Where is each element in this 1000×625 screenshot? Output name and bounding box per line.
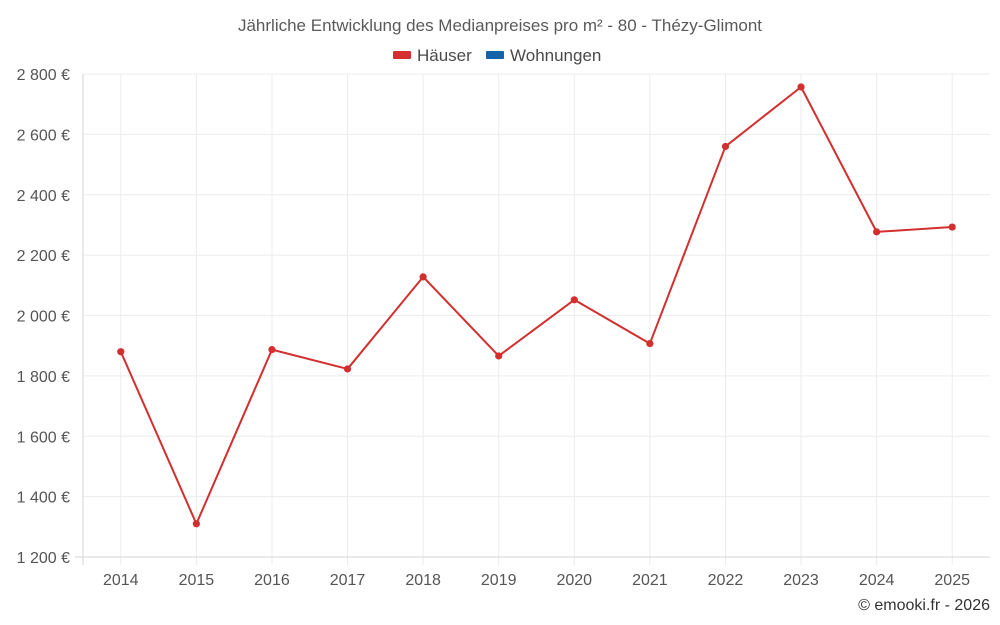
x-tick-label: 2022 — [708, 572, 744, 589]
data-point-haeuser-2020[interactable] — [570, 296, 578, 304]
y-tick-label: 1 200 € — [17, 550, 70, 567]
data-point-haeuser-2019[interactable] — [495, 352, 503, 360]
series-line-haeuser — [119, 85, 954, 525]
y-tick-label: 2 600 € — [17, 127, 70, 144]
x-tick-label: 2014 — [103, 572, 139, 589]
y-tick-label: 1 400 € — [17, 490, 70, 507]
x-tick-label: 2023 — [783, 572, 819, 589]
data-point-haeuser-2023[interactable] — [797, 83, 805, 91]
legend-label-wohnungen: Wohnungen — [510, 46, 601, 65]
x-tick-label: 2015 — [179, 572, 215, 589]
x-tick-label: 2017 — [330, 572, 366, 589]
data-point-haeuser-2018[interactable] — [419, 273, 427, 281]
y-tick-label: 1 600 € — [17, 429, 70, 446]
x-tick-label: 2024 — [859, 572, 895, 589]
legend-swatch-haeuser — [393, 51, 411, 59]
x-tick-label: 2025 — [934, 572, 970, 589]
legend: Häuser Wohnungen — [393, 46, 601, 65]
credit-text: © emooki.fr - 2026 — [858, 597, 990, 614]
data-point-haeuser-2016[interactable] — [268, 346, 276, 354]
x-tick-label: 2021 — [632, 572, 668, 589]
y-tick-label: 2 800 € — [17, 67, 70, 84]
y-axis-tick-labels: 1 200 € 1 400 € 1 600 € 1 800 € 2 000 € 2 200… — [17, 67, 70, 567]
y-tick-label: 1 800 € — [17, 369, 70, 386]
y-tick-label: 2 000 € — [17, 309, 70, 326]
x-tick-label: 2019 — [481, 572, 517, 589]
data-point-haeuser-2021[interactable] — [646, 339, 654, 348]
x-tick-label: 2020 — [556, 572, 592, 589]
y-tick-label: 2 400 € — [17, 188, 70, 205]
data-point-haeuser-2014[interactable] — [117, 348, 125, 356]
data-point-haeuser-2024[interactable] — [873, 228, 881, 236]
data-point-haeuser-2015[interactable] — [192, 520, 200, 528]
data-point-haeuser-2017[interactable] — [343, 365, 352, 373]
x-axis-tick-labels: 2014 2015 2016 2017 2018 2019 2020 2021 2022 2023… — [103, 572, 970, 589]
legend-item-wohnungen[interactable]: Wohnungen — [486, 46, 601, 65]
legend-label-haeuser: Häuser — [417, 46, 472, 65]
grid — [83, 73, 990, 565]
chart-title: Jährliche Entwicklung des Medianpreises … — [238, 16, 762, 35]
data-point-haeuser-2025[interactable] — [948, 223, 956, 231]
legend-swatch-wohnungen — [486, 51, 504, 59]
x-tick-label: 2016 — [254, 572, 290, 589]
y-tick-label: 2 200 € — [17, 248, 70, 265]
x-tick-label: 2018 — [405, 572, 441, 589]
legend-item-haeuser[interactable]: Häuser — [393, 46, 472, 65]
plot-series — [117, 83, 956, 528]
data-point-haeuser-2022[interactable] — [721, 142, 730, 151]
axes — [75, 74, 990, 565]
